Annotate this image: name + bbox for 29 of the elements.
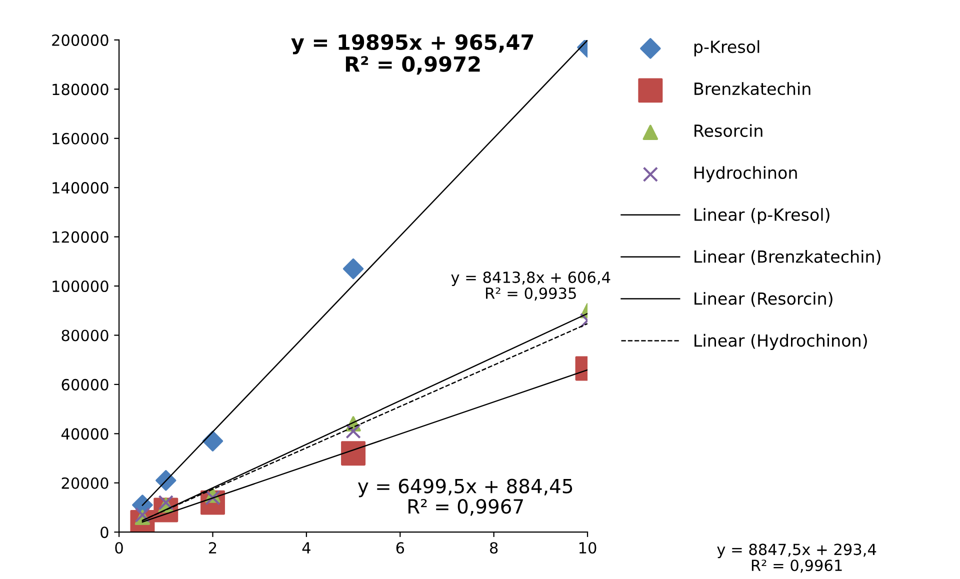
legend-label: Linear (Brenzkatechin): [694, 250, 880, 265]
y-tick-label: 200000: [52, 34, 108, 46]
x-tick-label: 10: [579, 542, 596, 554]
legend-label: p-Kresol: [694, 40, 760, 56]
x-tick-label: 4: [302, 542, 310, 554]
y-tick-label: 80000: [62, 330, 108, 342]
y-tick-label: 180000: [52, 84, 108, 96]
legend-label: Hydrochinon: [694, 166, 797, 182]
y-tick-label: 60000: [62, 378, 108, 390]
annotation: y = 6499,5x + 884,45 R² = 0,9967: [358, 478, 572, 516]
y-tick-label: 140000: [52, 182, 108, 194]
annotation: y = 8413,8x + 606,4 R² = 0,9935: [451, 272, 610, 301]
x-tick-label: 6: [396, 542, 404, 554]
annotation: y = 19895x + 965,47 R² = 0,9972: [291, 34, 534, 75]
y-tick-label: 120000: [52, 231, 108, 243]
x-tick-label: 2: [208, 542, 216, 554]
x-tick-label: 8: [490, 542, 498, 554]
text: y = 8847,5x + 293,4 R² = 0,9961: [717, 544, 876, 573]
y-tick-label: 20000: [62, 477, 108, 489]
legend-label: Linear (Resorcin): [694, 292, 832, 307]
legend-label: Linear (p-Kresol): [694, 208, 830, 224]
legend-label: Linear (Hydrochinon): [694, 334, 867, 350]
y-tick-label: 0: [100, 526, 108, 538]
y-tick-label: 160000: [52, 132, 108, 144]
y-tick-label: 40000: [61, 428, 108, 440]
y-tick-label: 100000: [52, 280, 108, 292]
legend-label: Brenzkatechin: [694, 82, 810, 96]
legend-label: Resorcin: [694, 124, 762, 138]
x-tick-label: 0: [115, 542, 123, 554]
